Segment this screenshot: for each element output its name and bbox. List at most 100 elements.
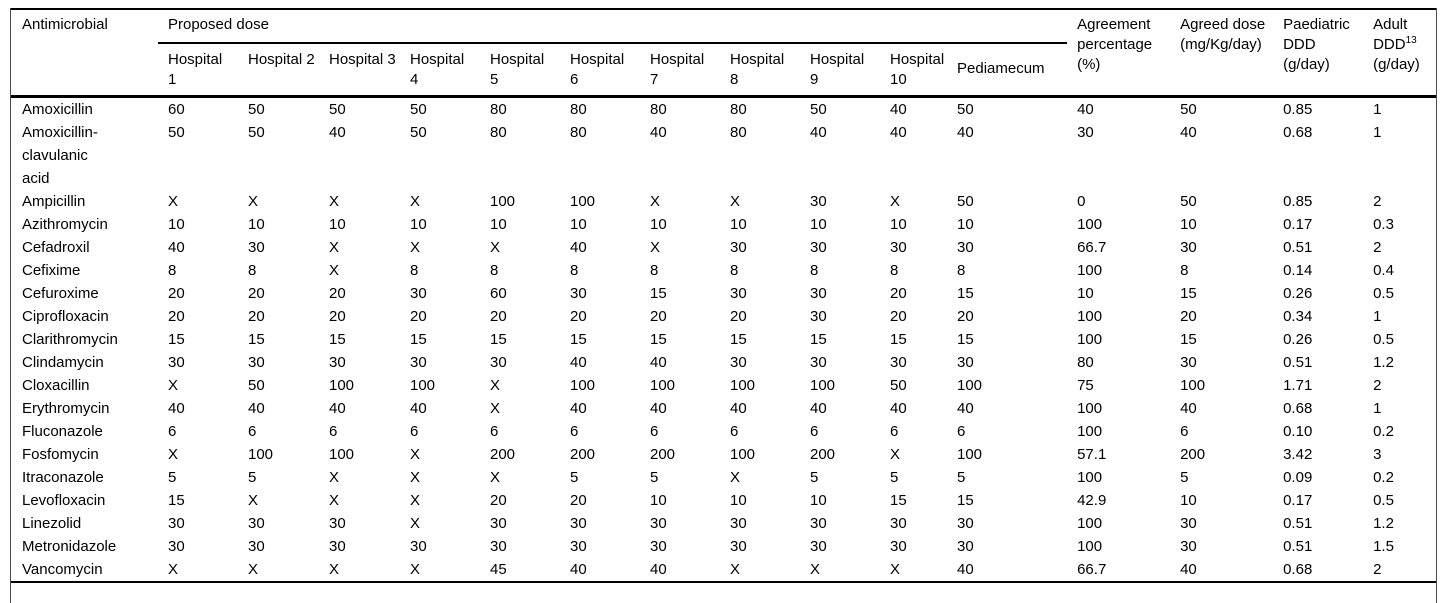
table-row: Cefadroxil 40 30 X X X 40 X 30 30 30 30 66.7 30 0.51 2 <box>10 236 1437 259</box>
adult-ddd-cell: 0.3 <box>1373 215 1394 233</box>
hospital-7-dose-cell: 100 <box>650 376 676 394</box>
agreement-cell: 100 <box>1077 215 1103 233</box>
hospital-3-dose-cell: 40 <box>329 123 346 141</box>
agreement-cell: 100 <box>1077 468 1103 486</box>
hospital-3-dose-cell: 100 <box>329 376 355 394</box>
antimicrobial-name-cell: Ciprofloxacin <box>22 307 109 325</box>
antimicrobial-name-cell: Clarithromycin <box>22 330 118 348</box>
hospital-10-dose-cell: 30 <box>890 238 907 256</box>
adult-ddd-cell: 0.2 <box>1373 422 1394 440</box>
antimicrobial-name-cell: Cefadroxil <box>22 238 90 256</box>
agreed-dose-cell: 6 <box>1180 422 1189 440</box>
hospital-3-dose-cell: X <box>329 192 340 210</box>
hospital-8-dose-cell: X <box>730 468 741 486</box>
hospital-5-dose-cell: 200 <box>490 445 516 463</box>
hospital-4-dose-cell: 30 <box>410 353 427 371</box>
pediamecum-dose-cell: 15 <box>957 284 974 302</box>
hospital-5-dose-cell: 80 <box>490 100 507 118</box>
paediatric-ddd-cell: 0.85 <box>1283 192 1313 210</box>
hospital-2-dose-cell: 30 <box>248 537 265 555</box>
hospital-3-dose-cell: 15 <box>329 330 346 348</box>
agreement-cell: 40 <box>1077 100 1094 118</box>
hospital-1-dose-cell: X <box>168 445 179 463</box>
adult-ddd-cell: 0.5 <box>1373 330 1394 348</box>
hospital-5-dose-cell: 15 <box>490 330 507 348</box>
agreed-dose-cell: 10 <box>1180 491 1197 509</box>
hospital-7-dose-cell: 6 <box>650 422 659 440</box>
hospital-6-dose-cell: 15 <box>570 330 587 348</box>
agreement-cell: 66.7 <box>1077 560 1107 578</box>
pediamecum-dose-cell: 15 <box>957 330 974 348</box>
agreed-dose-cell: 30 <box>1180 514 1197 532</box>
column-header-hospital-8: Hospital 8 <box>720 43 800 98</box>
hospital-7-dose-cell: 10 <box>650 215 667 233</box>
hospital-2-dose-cell: 8 <box>248 261 257 279</box>
paediatric-ddd-cell: 0.34 <box>1283 307 1313 325</box>
paediatric-ddd-cell: 0.68 <box>1283 123 1313 141</box>
column-header-agreed-dose: Agreed dose (mg/Kg/day) <box>1170 9 1274 98</box>
hospital-4-dose-cell: X <box>410 491 421 509</box>
hospital-6-dose-cell: 6 <box>570 422 579 440</box>
hospital-8-dose-cell: 100 <box>730 445 756 463</box>
hospital-6-dose-cell: 40 <box>570 353 587 371</box>
pediamecum-dose-cell: 40 <box>957 123 974 141</box>
hospital-8-dose-cell: 30 <box>730 514 747 532</box>
hospital-6-dose-cell: 100 <box>570 192 596 210</box>
hospital-1-dose-cell: 6 <box>168 422 177 440</box>
column-header-hospital-2: Hospital 2 <box>238 43 319 98</box>
hospital-1-dose-cell: 30 <box>168 537 185 555</box>
hospital-9-dose-cell: 200 <box>810 445 836 463</box>
hospital-6-dose-cell: 40 <box>570 238 587 256</box>
hospital-7-dose-cell: 5 <box>650 468 659 486</box>
hospital-6-dose-cell: 30 <box>570 284 587 302</box>
adult-ddd-cell: 1 <box>1373 123 1382 141</box>
antimicrobial-name-cell: Amoxicillin- clavulanic acid <box>22 123 98 187</box>
hospital-4-dose-cell: X <box>410 238 421 256</box>
hospital-1-dose-cell: 15 <box>168 491 185 509</box>
hospital-2-dose-cell: 50 <box>248 100 265 118</box>
paediatric-ddd-cell: 0.14 <box>1283 261 1313 279</box>
adult-ddd-cell: 0.4 <box>1373 261 1394 279</box>
hospital-8-dose-cell: 10 <box>730 215 747 233</box>
hospital-4-dose-cell: 50 <box>410 100 427 118</box>
hospital-5-dose-cell: 100 <box>490 192 516 210</box>
adult-ddd-cell: 1 <box>1373 399 1382 417</box>
pediamecum-dose-cell: 40 <box>957 399 974 417</box>
hospital-7-dose-cell: 10 <box>650 491 667 509</box>
table-row: Cloxacillin X 50 100 100 X 100 100 100 100 50 100 75… <box>10 374 1437 397</box>
pediamecum-dose-cell: 5 <box>957 468 966 486</box>
hospital-10-dose-cell: 8 <box>890 261 899 279</box>
antimicrobial-name-cell: Levofloxacin <box>22 491 106 509</box>
hospital-3-dose-cell: 20 <box>329 284 346 302</box>
column-header-adult-ddd: Adult DDD13 (g/day) <box>1363 9 1438 98</box>
column-header-hospital-1: Hospital 1 <box>158 43 238 98</box>
agreed-dose-cell: 50 <box>1180 100 1197 118</box>
hospital-8-dose-cell: 30 <box>730 353 747 371</box>
agreed-dose-cell: 50 <box>1180 192 1197 210</box>
table-row: Clarithromycin 15 15 15 15 15 15 15 15 15 15 15 100 1… <box>10 328 1437 351</box>
hospital-5-dose-cell: 60 <box>490 284 507 302</box>
antimicrobial-name-cell: Fosfomycin <box>22 445 99 463</box>
table-row: Cefuroxime 20 20 20 30 60 30 15 30 30 20 15 10 15 0.26… <box>10 282 1437 305</box>
pediamecum-dose-cell: 10 <box>957 215 974 233</box>
hospital-5-dose-cell: 45 <box>490 560 507 578</box>
hospital-3-dose-cell: X <box>329 261 340 279</box>
hospital-6-dose-cell: 10 <box>570 215 587 233</box>
paediatric-ddd-cell: 3.42 <box>1283 445 1313 463</box>
hospital-2-dose-cell: 15 <box>248 330 265 348</box>
paediatric-ddd-cell: 1.71 <box>1283 376 1313 394</box>
agreement-cell: 75 <box>1077 376 1094 394</box>
antimicrobial-name-cell: Azithromycin <box>22 215 108 233</box>
table-row: Erythromycin 40 40 40 40 X 40 40 40 40 40 40 100 40 0.… <box>10 397 1437 420</box>
hospital-7-dose-cell: 20 <box>650 307 667 325</box>
adult-ddd-cell: 3 <box>1373 445 1382 463</box>
agreement-cell: 100 <box>1077 307 1103 325</box>
paediatric-ddd-cell: 0.17 <box>1283 215 1313 233</box>
table-row: Metronidazole 30 30 30 30 30 30 30 30 30 30 30 100 30… <box>10 535 1437 558</box>
column-header-hospital-7: Hospital 7 <box>640 43 720 98</box>
paediatric-ddd-cell: 0.09 <box>1283 468 1313 486</box>
hospital-7-dose-cell: 15 <box>650 330 667 348</box>
hospital-7-dose-cell: 15 <box>650 284 667 302</box>
hospital-5-dose-cell: 6 <box>490 422 499 440</box>
hospital-2-dose-cell: 20 <box>248 307 265 325</box>
